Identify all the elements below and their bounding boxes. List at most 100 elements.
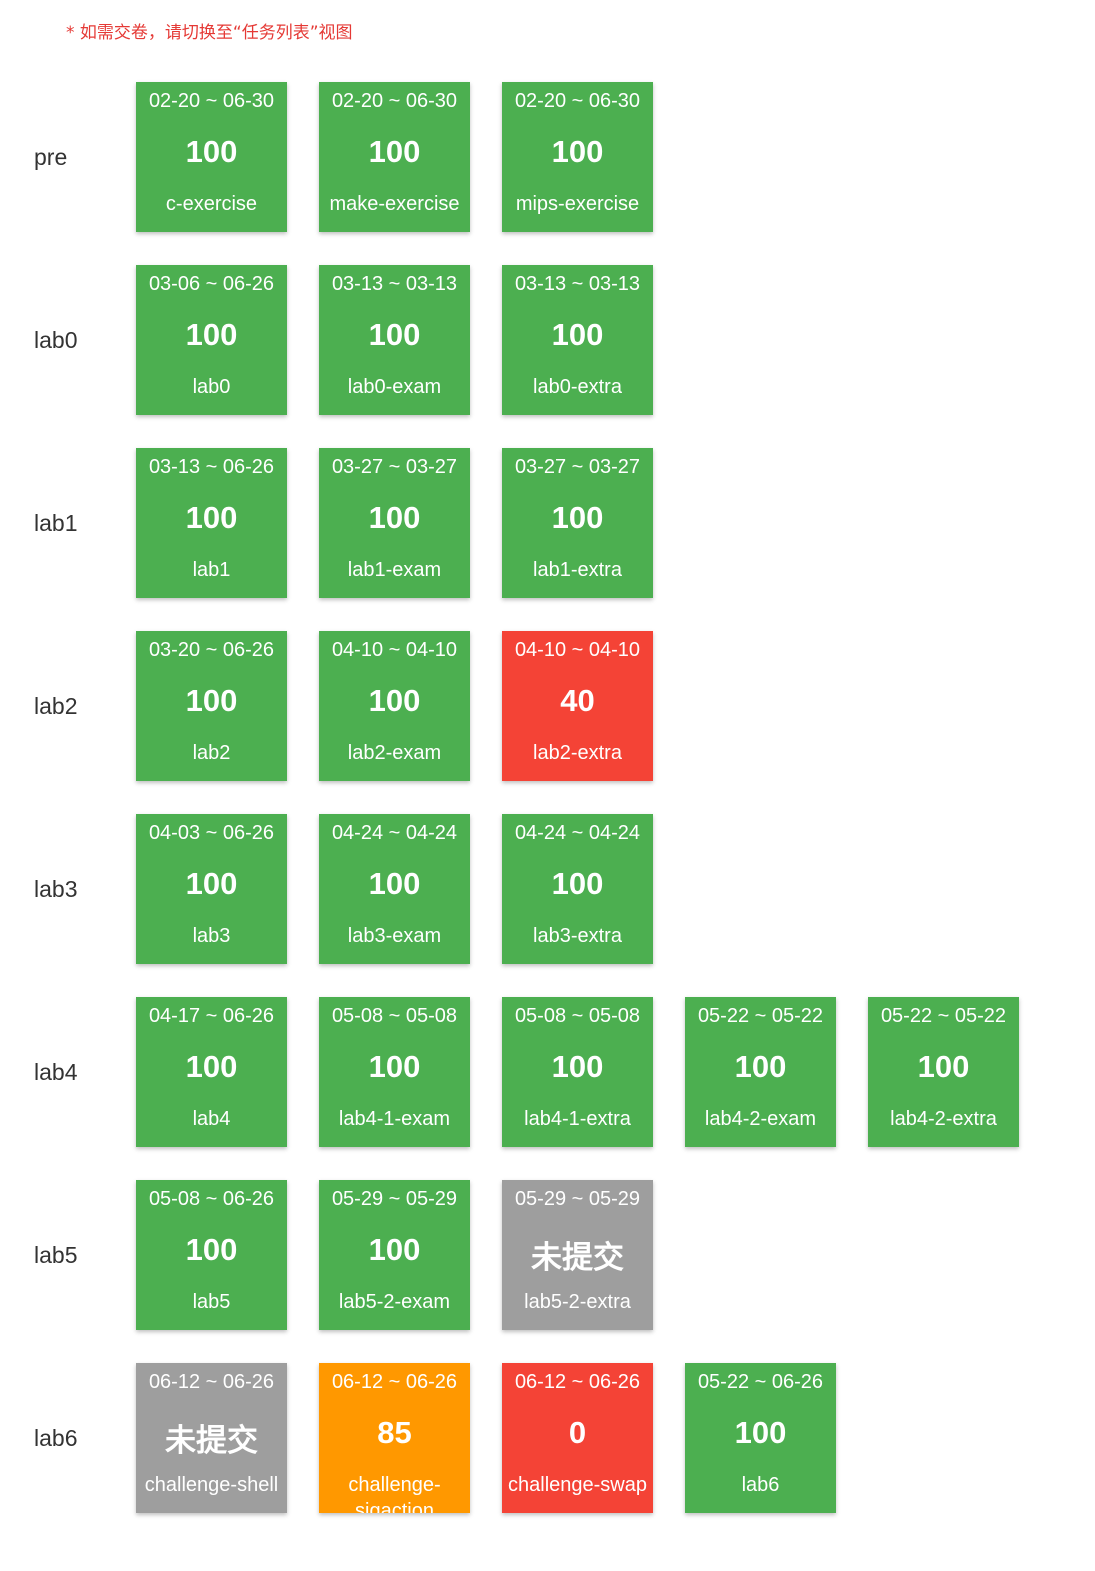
- task-card-lab2-exam[interactable]: 04-10 ~ 04-10 100 lab2-exam: [319, 631, 470, 781]
- task-name: lab5: [192, 1291, 231, 1313]
- task-cards: 05-08 ~ 06-26 100 lab5 05-29 ~ 05-29 100 lab5…: [136, 1180, 653, 1330]
- task-card-lab3[interactable]: 04-03 ~ 06-26 100 lab3: [136, 814, 287, 964]
- task-card-c-exercise[interactable]: 02-20 ~ 06-30 100 c-exercise: [136, 82, 287, 232]
- task-name: lab4-1-extra: [524, 1108, 631, 1130]
- task-card-lab5-2-exam[interactable]: 05-29 ~ 05-29 100 lab5-2-exam: [319, 1180, 470, 1330]
- task-card-lab0-exam[interactable]: 03-13 ~ 03-13 100 lab0-exam: [319, 265, 470, 415]
- task-score: 100: [551, 317, 604, 352]
- task-name: lab4-2-exam: [704, 1108, 817, 1130]
- task-row-lab3: lab3 04-03 ~ 06-26 100 lab3 04-24 ~ 04-24 100…: [0, 814, 1095, 964]
- task-score: 100: [185, 683, 238, 718]
- task-score: 100: [368, 134, 421, 169]
- task-score: 100: [551, 1049, 604, 1084]
- task-name: lab4-2-extra: [890, 1108, 997, 1130]
- task-name: c-exercise: [165, 193, 258, 215]
- task-card-lab4-2-extra[interactable]: 05-22 ~ 05-22 100 lab4-2-extra: [868, 997, 1019, 1147]
- task-card-lab4[interactable]: 04-17 ~ 06-26 100 lab4: [136, 997, 287, 1147]
- task-name: make-exercise: [329, 193, 460, 215]
- row-label: lab5: [34, 1242, 78, 1268]
- task-card-challenge-shell[interactable]: 06-12 ~ 06-26 未提交 challenge-shell: [136, 1363, 287, 1513]
- task-date-range: 05-22 ~ 05-22: [880, 1005, 1007, 1027]
- task-name: lab5-2-exam: [338, 1291, 451, 1313]
- row-label: lab4: [34, 1059, 78, 1085]
- task-score: 0: [568, 1415, 587, 1450]
- row-label: pre: [34, 144, 68, 170]
- task-card-lab4-2-exam[interactable]: 05-22 ~ 05-22 100 lab4-2-exam: [685, 997, 836, 1147]
- task-card-lab1-extra[interactable]: 03-27 ~ 03-27 100 lab1-extra: [502, 448, 653, 598]
- task-score: 85: [377, 1415, 412, 1450]
- task-score: 100: [551, 866, 604, 901]
- task-score: 100: [551, 134, 604, 169]
- task-date-range: 04-24 ~ 04-24: [514, 822, 641, 844]
- task-score: 100: [185, 317, 238, 352]
- task-name: lab4: [192, 1108, 231, 1130]
- task-date-range: 05-22 ~ 05-22: [697, 1005, 824, 1027]
- task-row-lab6: lab6 06-12 ~ 06-26 未提交 challenge-shell 06-12…: [0, 1363, 1095, 1513]
- task-score: 未提交: [165, 1423, 258, 1459]
- task-card-challenge-sigaction[interactable]: 06-12 ~ 06-26 85 challenge-sigaction: [319, 1363, 470, 1513]
- task-date-range: 04-17 ~ 06-26: [148, 1005, 275, 1027]
- task-card-lab4-1-extra[interactable]: 05-08 ~ 05-08 100 lab4-1-extra: [502, 997, 653, 1147]
- task-card-lab5[interactable]: 05-08 ~ 06-26 100 lab5: [136, 1180, 287, 1330]
- task-card-mips-exercise[interactable]: 02-20 ~ 06-30 100 mips-exercise: [502, 82, 653, 232]
- task-name: lab1-exam: [347, 559, 442, 581]
- task-date-range: 04-10 ~ 04-10: [331, 639, 458, 661]
- task-cards: 02-20 ~ 06-30 100 c-exercise 02-20 ~ 06-30 1…: [136, 82, 653, 232]
- task-card-make-exercise[interactable]: 02-20 ~ 06-30 100 make-exercise: [319, 82, 470, 232]
- task-date-range: 04-24 ~ 04-24: [331, 822, 458, 844]
- task-card-lab3-exam[interactable]: 04-24 ~ 04-24 100 lab3-exam: [319, 814, 470, 964]
- task-name: mips-exercise: [515, 193, 640, 215]
- task-board: pre 02-20 ~ 06-30 100 c-exercise 02-20 ~ 06-…: [0, 82, 1095, 1546]
- task-card-lab2-extra[interactable]: 04-10 ~ 04-10 40 lab2-extra: [502, 631, 653, 781]
- task-name: lab3-extra: [533, 925, 622, 947]
- task-name: lab2: [192, 742, 231, 764]
- row-label: lab2: [34, 693, 78, 719]
- task-date-range: 03-13 ~ 03-13: [514, 273, 641, 295]
- task-cards: 04-17 ~ 06-26 100 lab4 05-08 ~ 05-08 100 lab4…: [136, 997, 1019, 1147]
- task-score: 100: [185, 866, 238, 901]
- task-date-range: 06-12 ~ 06-26: [331, 1371, 458, 1393]
- task-score: 未提交: [531, 1240, 624, 1276]
- task-score: 100: [368, 866, 421, 901]
- task-card-lab5-2-extra[interactable]: 05-29 ~ 05-29 未提交 lab5-2-extra: [502, 1180, 653, 1330]
- task-name: lab1-extra: [533, 559, 622, 581]
- task-cards: 03-20 ~ 06-26 100 lab2 04-10 ~ 04-10 100 lab2…: [136, 631, 653, 781]
- task-row-lab4: lab4 04-17 ~ 06-26 100 lab4 05-08 ~ 05-08 100…: [0, 997, 1095, 1147]
- task-card-lab3-extra[interactable]: 04-24 ~ 04-24 100 lab3-extra: [502, 814, 653, 964]
- task-card-lab1-exam[interactable]: 03-27 ~ 03-27 100 lab1-exam: [319, 448, 470, 598]
- task-date-range: 02-20 ~ 06-30: [148, 90, 275, 112]
- row-label: lab1: [34, 510, 78, 536]
- task-date-range: 03-13 ~ 06-26: [148, 456, 275, 478]
- task-date-range: 03-27 ~ 03-27: [331, 456, 458, 478]
- task-row-pre: pre 02-20 ~ 06-30 100 c-exercise 02-20 ~ 06-…: [0, 82, 1095, 232]
- row-label: lab3: [34, 876, 78, 902]
- task-name: lab0: [192, 376, 231, 398]
- task-card-lab0[interactable]: 03-06 ~ 06-26 100 lab0: [136, 265, 287, 415]
- task-date-range: 02-20 ~ 06-30: [514, 90, 641, 112]
- task-card-lab6[interactable]: 05-22 ~ 06-26 100 lab6: [685, 1363, 836, 1513]
- task-card-challenge-swap[interactable]: 06-12 ~ 06-26 0 challenge-swap: [502, 1363, 653, 1513]
- task-score: 100: [368, 500, 421, 535]
- task-date-range: 05-08 ~ 05-08: [331, 1005, 458, 1027]
- task-name: lab3: [192, 925, 231, 947]
- task-score: 100: [368, 1049, 421, 1084]
- task-date-range: 04-10 ~ 04-10: [514, 639, 641, 661]
- task-row-lab2: lab2 03-20 ~ 06-26 100 lab2 04-10 ~ 04-10 100…: [0, 631, 1095, 781]
- task-name: challenge-sigaction: [348, 1474, 441, 1513]
- submit-notice: * 如需交卷，请切换至“任务列表”视图: [66, 23, 353, 43]
- task-card-lab1[interactable]: 03-13 ~ 06-26 100 lab1: [136, 448, 287, 598]
- task-cards: 03-06 ~ 06-26 100 lab0 03-13 ~ 03-13 100 lab0…: [136, 265, 653, 415]
- task-date-range: 05-29 ~ 05-29: [331, 1188, 458, 1210]
- task-date-range: 02-20 ~ 06-30: [331, 90, 458, 112]
- task-name: lab6: [741, 1474, 780, 1496]
- task-date-range: 06-12 ~ 06-26: [148, 1371, 275, 1393]
- task-name: lab5-2-extra: [524, 1291, 631, 1313]
- task-score: 100: [917, 1049, 970, 1084]
- task-date-range: 03-13 ~ 03-13: [331, 273, 458, 295]
- task-card-lab2[interactable]: 03-20 ~ 06-26 100 lab2: [136, 631, 287, 781]
- task-cards: 04-03 ~ 06-26 100 lab3 04-24 ~ 04-24 100 lab3…: [136, 814, 653, 964]
- task-card-lab4-1-exam[interactable]: 05-08 ~ 05-08 100 lab4-1-exam: [319, 997, 470, 1147]
- task-name: lab0-extra: [533, 376, 622, 398]
- task-date-range: 05-08 ~ 05-08: [514, 1005, 641, 1027]
- task-card-lab0-extra[interactable]: 03-13 ~ 03-13 100 lab0-extra: [502, 265, 653, 415]
